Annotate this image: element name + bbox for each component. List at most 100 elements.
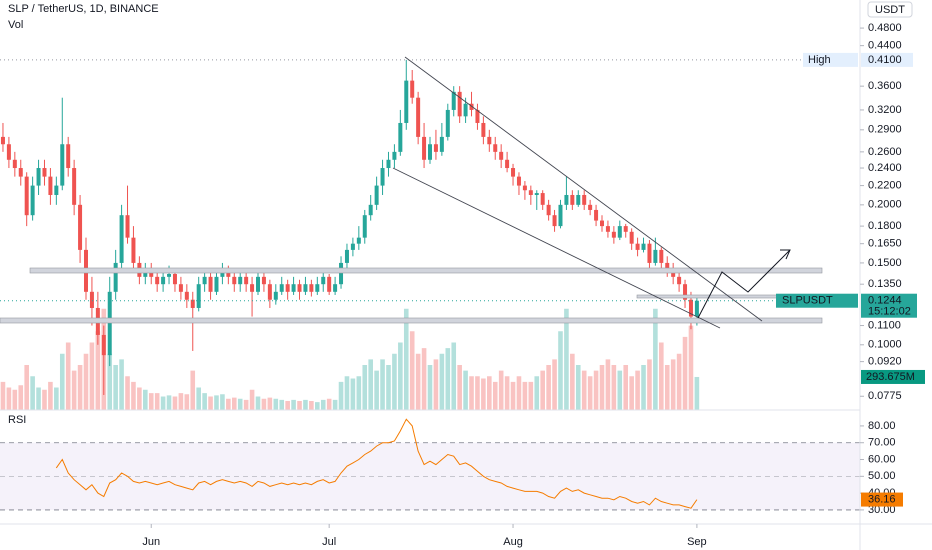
volume-bar xyxy=(534,376,540,410)
candle-body xyxy=(665,262,670,270)
volume-bar xyxy=(214,395,219,410)
candle-body xyxy=(641,243,646,250)
volume-bar xyxy=(125,376,130,410)
candle-body xyxy=(161,276,166,285)
volume-bar xyxy=(148,393,154,410)
candle-body xyxy=(451,91,456,110)
candle-body xyxy=(511,168,516,177)
candle-body xyxy=(505,159,510,169)
candle-body xyxy=(362,215,367,238)
volume-bar xyxy=(273,398,279,410)
candle-body xyxy=(285,284,290,292)
volume-bar xyxy=(291,399,296,410)
symbol-badge xyxy=(776,293,858,308)
candle-body xyxy=(594,209,599,221)
candle-body xyxy=(238,276,243,285)
candle-body xyxy=(493,144,498,152)
candle-body xyxy=(78,204,83,250)
candle-body xyxy=(688,299,693,317)
volume-bar xyxy=(540,370,545,410)
candle-body xyxy=(475,109,480,123)
candle-body xyxy=(18,168,23,177)
volume-bar xyxy=(208,396,213,410)
volume-bar xyxy=(297,401,302,410)
candle-body xyxy=(671,269,676,277)
candle-body xyxy=(202,276,207,285)
candle-body xyxy=(546,204,551,216)
drawings xyxy=(0,56,823,329)
volume-bar xyxy=(267,397,273,410)
candle-body xyxy=(445,109,450,137)
candle-body xyxy=(321,276,326,285)
support-zone xyxy=(29,267,823,274)
candle-body xyxy=(279,284,284,292)
volume-bar xyxy=(498,370,504,410)
volume-bar xyxy=(231,397,237,410)
candle-body xyxy=(327,276,332,292)
volume-bar xyxy=(374,370,379,410)
volume-bar xyxy=(89,342,95,410)
volume-bar xyxy=(457,365,462,410)
price-label: 0.1244 xyxy=(868,295,902,307)
volume-bar xyxy=(647,359,652,410)
volume-bar xyxy=(587,376,593,410)
volume-bar xyxy=(605,359,611,410)
volume-bar xyxy=(392,353,397,410)
candle-body xyxy=(416,97,421,137)
candle-body xyxy=(428,144,432,160)
volume-bar xyxy=(309,401,314,410)
candle-body xyxy=(54,185,59,195)
support-zone xyxy=(0,317,823,324)
candle-body xyxy=(0,136,5,145)
rsi-tick-label: 70.00 xyxy=(868,437,896,449)
volume-bar xyxy=(12,389,18,410)
rsi-badge xyxy=(861,492,903,507)
volume-bar xyxy=(137,387,142,410)
currency[interactable]: USDT xyxy=(875,4,905,16)
volume-bar xyxy=(338,381,344,410)
candle-body xyxy=(196,284,201,308)
volume-bar xyxy=(249,389,255,410)
candle-body xyxy=(499,151,504,160)
volume-bar xyxy=(36,387,41,410)
volume-bar xyxy=(190,370,196,410)
candle-body xyxy=(244,276,249,285)
trend-line xyxy=(404,56,763,322)
currency-box[interactable] xyxy=(867,1,913,18)
candle-body xyxy=(600,220,604,227)
candle-body xyxy=(48,176,53,195)
candle-body xyxy=(315,284,320,292)
candle-body xyxy=(540,193,545,205)
candle-body xyxy=(89,291,94,308)
countdown: 15:12:02 xyxy=(868,306,911,318)
candle-body xyxy=(297,284,302,292)
candle-body xyxy=(392,151,397,160)
candle-body xyxy=(107,291,112,356)
volume-bar xyxy=(172,396,178,410)
candle-body xyxy=(564,194,569,205)
volume-bar xyxy=(659,342,664,410)
volume-bar xyxy=(184,394,190,410)
volume-bar xyxy=(54,387,59,410)
volume-label: 293.675M xyxy=(866,371,915,383)
candle-body xyxy=(653,249,658,263)
volume-badge xyxy=(861,369,925,384)
y-tick-label: 0.1500 xyxy=(868,257,902,269)
volume-bar xyxy=(243,399,249,410)
volume-bar xyxy=(362,365,368,410)
candle-body xyxy=(267,284,272,300)
volume-bar xyxy=(409,331,415,410)
volume-bar xyxy=(403,308,409,410)
y-tick-label: 0.4800 xyxy=(868,22,902,34)
volume-bar xyxy=(18,385,24,410)
candle-body xyxy=(588,204,593,210)
volume-bar xyxy=(220,394,225,410)
candle-body xyxy=(66,144,71,169)
candle-body xyxy=(24,176,29,216)
candle-body xyxy=(42,168,47,177)
candle-body xyxy=(558,204,563,227)
candle-body xyxy=(611,231,616,238)
y-tick-label: 0.3600 xyxy=(868,80,902,92)
volume-bar xyxy=(546,365,551,410)
